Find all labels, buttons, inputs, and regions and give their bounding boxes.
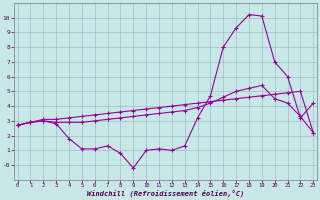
X-axis label: Windchill (Refroidissement éolien,°C): Windchill (Refroidissement éolien,°C)	[87, 190, 244, 197]
